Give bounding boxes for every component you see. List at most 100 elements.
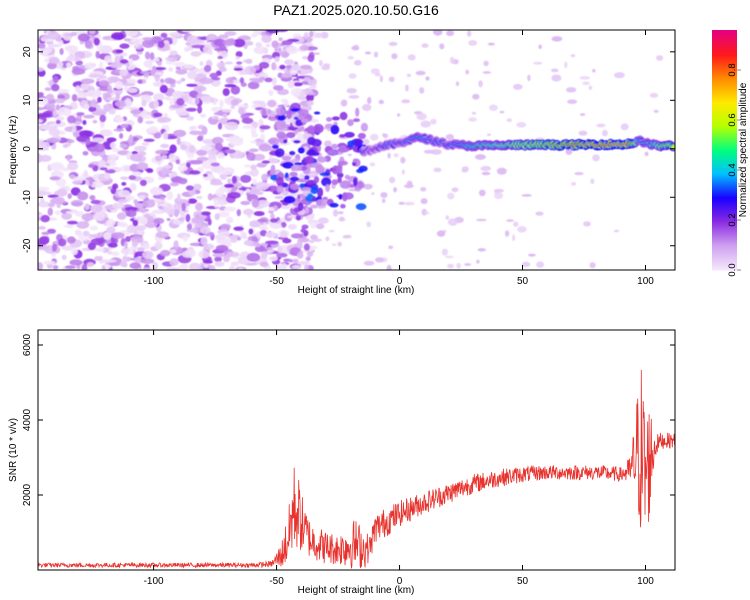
heatmap-cell bbox=[353, 118, 360, 122]
heatmap-cell bbox=[207, 218, 212, 226]
heatmap-cell bbox=[90, 238, 104, 246]
heatmap-cell bbox=[445, 134, 454, 140]
heatmap-cell bbox=[153, 93, 165, 102]
heatmap-cell bbox=[338, 165, 343, 175]
heatmap-cell bbox=[141, 99, 147, 107]
snr-y-axis: 2000 4000 6000 bbox=[22, 333, 675, 506]
heatmap-cell bbox=[89, 225, 99, 231]
colorbar-step bbox=[712, 236, 737, 239]
heatmap-cell bbox=[230, 99, 239, 106]
heatmap-cell bbox=[113, 116, 125, 123]
heatmap-cell bbox=[276, 185, 284, 194]
heatmap-cell bbox=[366, 221, 372, 228]
heatmap-cell bbox=[401, 169, 405, 175]
colorbar-step bbox=[712, 44, 737, 47]
heatmap-cell bbox=[355, 107, 360, 117]
heatmap-cell bbox=[445, 255, 454, 259]
heatmap-cell bbox=[578, 130, 588, 136]
heatmap-cell bbox=[244, 67, 249, 75]
heatmap-cell bbox=[51, 83, 60, 92]
heatmap-cell bbox=[478, 80, 483, 88]
colorbar-step bbox=[712, 268, 737, 271]
heatmap-cell bbox=[128, 175, 137, 181]
heatmap-cell bbox=[169, 258, 179, 266]
heatmap-cell bbox=[177, 165, 188, 172]
heatmap-cell bbox=[373, 51, 379, 58]
heatmap-cell bbox=[211, 136, 224, 145]
heatmap-cell bbox=[273, 85, 284, 91]
heatmap-cell bbox=[386, 264, 392, 270]
heatmap-cell bbox=[323, 63, 331, 68]
heatmap-cell bbox=[332, 209, 339, 217]
heatmap-cell bbox=[85, 90, 99, 97]
heatmap-cell bbox=[99, 114, 107, 123]
colorbar-step bbox=[712, 72, 737, 75]
heatmap-cell bbox=[589, 262, 596, 269]
heatmap-cell bbox=[483, 60, 489, 67]
heatmap-cell bbox=[253, 30, 259, 36]
colorbar-step bbox=[712, 104, 737, 107]
heatmap-cell bbox=[92, 212, 105, 222]
heatmap-cell bbox=[257, 218, 268, 223]
heatmap-cell bbox=[214, 261, 225, 267]
heatmap-cell bbox=[596, 123, 606, 128]
heatmap-cell bbox=[83, 170, 89, 177]
heatmap-cell bbox=[214, 213, 220, 221]
heatmap-cell bbox=[47, 62, 57, 70]
heatmap-cell bbox=[465, 69, 469, 75]
colorbar-step bbox=[712, 258, 737, 261]
heatmap-cell bbox=[309, 30, 314, 38]
heatmap-cell bbox=[240, 232, 247, 239]
heatmap-cell bbox=[522, 261, 531, 267]
heatmap-cell bbox=[570, 54, 576, 58]
heatmap-cell bbox=[260, 251, 268, 259]
heatmap-cell bbox=[203, 173, 208, 177]
heatmap-cell bbox=[93, 37, 100, 46]
heatmap-cell bbox=[128, 134, 134, 143]
heatmap-cell bbox=[38, 226, 46, 230]
heatmap-cell bbox=[283, 195, 296, 204]
heatmap-cell bbox=[307, 193, 313, 198]
heatmap-cell bbox=[169, 144, 177, 154]
colorbar-step bbox=[712, 144, 737, 147]
heatmap-cell bbox=[66, 154, 71, 162]
heatmap-cell bbox=[38, 67, 45, 72]
heatmap-cell bbox=[476, 259, 480, 264]
heatmap-cell bbox=[274, 56, 280, 63]
heatmap-cell bbox=[393, 187, 397, 193]
heatmap-cell bbox=[55, 119, 61, 125]
heatmap-cell bbox=[123, 85, 128, 92]
heatmap-cell bbox=[481, 171, 491, 176]
heatmap-cell bbox=[248, 228, 254, 235]
heatmap-cell bbox=[154, 74, 160, 82]
heatmap-cell bbox=[346, 88, 357, 94]
colorbar-tick-label: 0.8 bbox=[727, 63, 738, 76]
heatmap-cell bbox=[226, 251, 240, 257]
heatmap-cell bbox=[318, 217, 329, 224]
colorbar-step bbox=[712, 142, 737, 145]
heatmap-cell bbox=[285, 46, 299, 54]
heatmap-cell bbox=[551, 74, 562, 82]
heatmap-cell bbox=[274, 195, 284, 200]
heatmap-cell bbox=[69, 259, 83, 266]
heatmap-cell bbox=[219, 231, 231, 237]
heatmap-cell bbox=[282, 238, 292, 244]
snr-x-tick-label: 0 bbox=[397, 576, 403, 587]
heatmap-cell bbox=[313, 52, 321, 55]
heatmap-cell bbox=[175, 159, 181, 165]
heatmap-cell bbox=[180, 144, 188, 151]
heatmap-cell bbox=[46, 93, 54, 101]
heatmap-cell bbox=[70, 199, 84, 207]
heatmap-cell bbox=[461, 166, 469, 172]
heatmap-cell bbox=[38, 43, 46, 49]
heatmap-cell bbox=[248, 148, 259, 153]
heatmap-cell bbox=[233, 67, 243, 71]
heatmap-cell bbox=[303, 32, 309, 39]
colorbar-step bbox=[712, 76, 737, 79]
heatmap-cell bbox=[214, 143, 223, 151]
heatmap-cell bbox=[307, 79, 317, 86]
heatmap-cell bbox=[197, 135, 203, 142]
heatmap-cell bbox=[124, 98, 132, 106]
heatmap-cell bbox=[281, 156, 292, 161]
heatmap-cell bbox=[574, 172, 584, 176]
